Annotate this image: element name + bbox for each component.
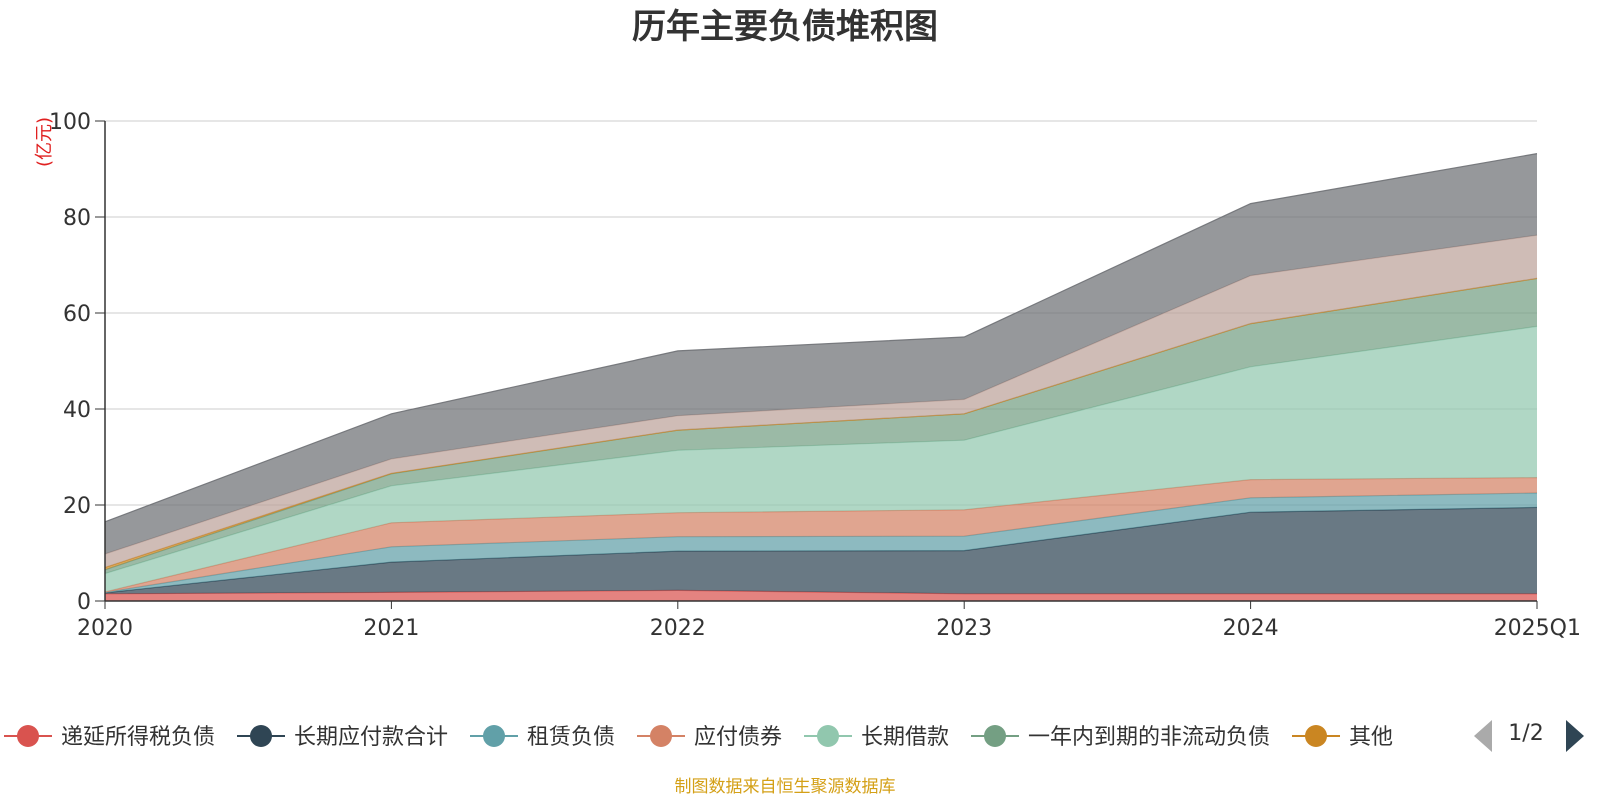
area-series-8 [105,153,1537,554]
legend-label: 应付债券 [694,725,782,750]
legend-item-6[interactable]: 其他 [1292,725,1393,750]
legend-marker-icon [984,725,1007,747]
legend-label: 一年内到期的非流动负债 [1028,725,1270,750]
data-source-note: 制图数据来自恒生聚源数据库 [675,777,896,797]
legend-marker-icon [650,725,673,747]
x-tick-label: 2025Q1 [1494,616,1581,641]
legend-label: 长期应付款合计 [294,725,448,750]
area-series-3 [105,477,1537,593]
legend-marker-icon [250,725,273,747]
area-series-1 [105,507,1537,594]
legend-marker-icon [817,725,840,747]
x-tick-label: 2022 [650,616,706,641]
area-series-line-8 [104,153,1538,523]
x-tick-label: 2024 [1223,616,1279,641]
legend-next-page-icon[interactable] [1566,720,1584,752]
legend-item-2[interactable]: 租赁负债 [470,725,615,750]
area-series-4 [105,326,1537,592]
legend-marker-icon [483,725,506,747]
y-axis-unit-label: (亿元) [34,117,55,167]
area-series-7 [105,235,1537,568]
y-tick-label: 80 [63,206,91,231]
legend-item-4[interactable]: 长期借款 [804,725,949,750]
legend-label: 递延所得税负债 [61,725,215,750]
area-series-5 [105,278,1537,574]
y-tick-label: 100 [49,110,91,135]
area-series-0 [105,590,1537,601]
x-tick-label: 2021 [363,616,419,641]
area-series-group [104,153,1538,601]
x-tick-label: 2020 [77,616,133,641]
area-series-line-6 [104,277,1538,568]
chart-title: 历年主要负债堆积图 [632,7,938,47]
legend-marker-icon [17,725,39,747]
legend-label: 长期借款 [861,725,949,750]
y-tick-label: 0 [77,590,91,615]
legend-item-5[interactable]: 一年内到期的非流动负债 [971,725,1270,750]
legend: 递延所得税负债 长期应付款合计 租赁负债 应付债券 长期借款 一年内到期的非流动负债 其他 [4,725,1393,750]
legend-label: 其他 [1349,725,1393,750]
legend-prev-page-icon[interactable] [1474,720,1492,752]
y-tick-label: 40 [63,398,91,423]
axes: 0 20 40 60 80 100 2020 2021 2022 2023 2024 2025Q1 [49,110,1581,641]
legend-marker-icon [1305,725,1328,747]
y-tick-label: 20 [63,494,91,519]
y-tick-label: 60 [63,302,91,327]
legend-item-1[interactable]: 长期应付款合计 [237,725,448,750]
x-tick-label: 2023 [936,616,992,641]
area-series-2 [105,493,1537,593]
legend-item-0[interactable]: 递延所得税负债 [4,725,215,750]
legend-label: 租赁负债 [527,725,615,750]
legend-item-3[interactable]: 应付债券 [637,725,782,750]
legend-page-indicator: 1/2 [1508,721,1543,746]
